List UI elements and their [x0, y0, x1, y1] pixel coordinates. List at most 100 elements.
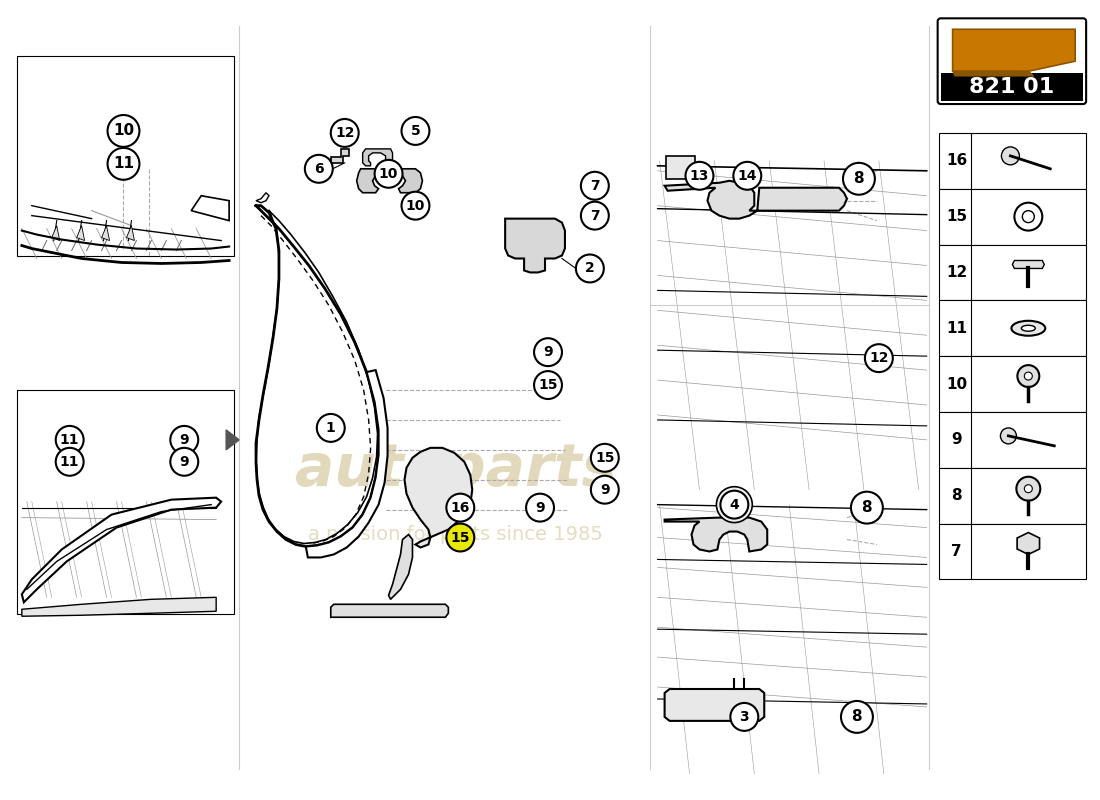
Circle shape [685, 162, 714, 190]
Text: 15: 15 [595, 450, 615, 465]
Text: 4: 4 [729, 498, 739, 512]
Polygon shape [388, 534, 412, 599]
Polygon shape [22, 598, 217, 616]
Text: 12: 12 [946, 265, 967, 280]
Circle shape [56, 426, 84, 454]
Text: 8: 8 [861, 500, 872, 515]
Circle shape [526, 494, 554, 522]
Text: 15: 15 [946, 209, 967, 224]
Circle shape [725, 494, 745, 514]
Circle shape [1024, 372, 1032, 380]
Circle shape [402, 192, 429, 220]
Polygon shape [664, 181, 847, 218]
Polygon shape [1012, 261, 1044, 269]
Circle shape [447, 494, 474, 522]
Ellipse shape [1022, 326, 1035, 331]
Circle shape [720, 490, 748, 518]
Polygon shape [191, 196, 229, 221]
Circle shape [331, 119, 359, 147]
FancyBboxPatch shape [938, 245, 1086, 300]
Polygon shape [664, 689, 764, 721]
FancyBboxPatch shape [938, 468, 1086, 523]
Text: 11: 11 [946, 321, 967, 336]
Text: 13: 13 [690, 169, 710, 182]
Circle shape [591, 444, 619, 472]
Circle shape [576, 254, 604, 282]
Text: 8: 8 [952, 488, 961, 503]
Polygon shape [331, 604, 449, 618]
Text: 7: 7 [590, 178, 600, 193]
Circle shape [843, 163, 874, 194]
Polygon shape [126, 226, 134, 241]
Text: 8: 8 [854, 171, 865, 186]
Text: 14: 14 [738, 169, 757, 182]
Circle shape [842, 701, 873, 733]
Text: 16: 16 [451, 501, 470, 514]
Text: 12: 12 [869, 351, 889, 365]
Circle shape [581, 202, 608, 230]
FancyBboxPatch shape [938, 412, 1086, 468]
Circle shape [1014, 202, 1043, 230]
Text: a passion for parts since 1985: a passion for parts since 1985 [308, 525, 603, 544]
Polygon shape [405, 448, 472, 547]
Polygon shape [101, 226, 110, 241]
Circle shape [1024, 485, 1032, 493]
Circle shape [851, 492, 883, 523]
Circle shape [317, 414, 344, 442]
Polygon shape [256, 206, 378, 546]
Circle shape [447, 523, 474, 551]
Polygon shape [953, 30, 1075, 71]
Circle shape [56, 448, 84, 476]
Circle shape [375, 160, 403, 188]
Text: 10: 10 [406, 198, 426, 213]
Text: 10: 10 [113, 123, 134, 138]
Text: 7: 7 [952, 544, 961, 559]
Circle shape [108, 148, 140, 180]
Circle shape [170, 448, 198, 476]
Polygon shape [227, 430, 239, 450]
Polygon shape [363, 149, 393, 166]
Polygon shape [1018, 533, 1040, 554]
Text: 9: 9 [536, 501, 544, 514]
Circle shape [1016, 477, 1041, 501]
Polygon shape [666, 156, 695, 178]
Text: 9: 9 [179, 433, 189, 447]
Polygon shape [664, 518, 767, 551]
Text: 6: 6 [314, 162, 323, 176]
Circle shape [535, 338, 562, 366]
FancyBboxPatch shape [937, 18, 1086, 104]
FancyBboxPatch shape [938, 356, 1086, 412]
Polygon shape [306, 370, 387, 558]
Circle shape [581, 172, 608, 200]
FancyBboxPatch shape [938, 300, 1086, 356]
Circle shape [734, 162, 761, 190]
Circle shape [730, 703, 758, 731]
Text: 11: 11 [113, 156, 134, 171]
Text: 2: 2 [585, 262, 595, 275]
Text: 821 01: 821 01 [969, 77, 1055, 97]
Circle shape [108, 115, 140, 147]
Circle shape [591, 476, 619, 504]
Polygon shape [331, 149, 349, 163]
Text: 12: 12 [336, 126, 354, 140]
Text: 10: 10 [378, 166, 398, 181]
Text: 7: 7 [590, 209, 600, 222]
Circle shape [1001, 147, 1020, 165]
Text: 11: 11 [59, 433, 79, 447]
Circle shape [716, 486, 752, 522]
Circle shape [170, 426, 198, 454]
Circle shape [402, 117, 429, 145]
Text: 9: 9 [543, 345, 553, 359]
FancyBboxPatch shape [938, 189, 1086, 245]
FancyBboxPatch shape [16, 56, 234, 255]
Text: 1: 1 [326, 421, 336, 435]
Polygon shape [356, 169, 422, 193]
Circle shape [1018, 365, 1040, 387]
Polygon shape [52, 226, 59, 241]
Text: 11: 11 [59, 454, 79, 469]
Text: 16: 16 [946, 154, 967, 168]
Text: 10: 10 [946, 377, 967, 391]
Polygon shape [505, 218, 565, 273]
Text: 9: 9 [179, 454, 189, 469]
FancyBboxPatch shape [16, 390, 234, 614]
